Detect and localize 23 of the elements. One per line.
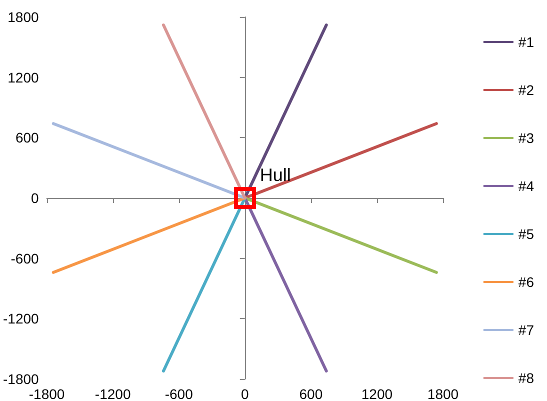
legend-label: #3 — [518, 130, 534, 146]
y-tick-label: 0 — [31, 190, 40, 206]
x-tick-label: -600 — [164, 386, 194, 401]
x-tick-label: 0 — [241, 386, 250, 401]
legend-label: #5 — [518, 226, 534, 242]
y-tick-label: 1200 — [8, 69, 40, 86]
legend-label: #7 — [518, 322, 534, 338]
y-tick-label: -600 — [10, 250, 40, 266]
y-tick-label: 600 — [15, 130, 40, 146]
legend-label: #1 — [518, 34, 534, 50]
x-tick-label: -1800 — [28, 386, 65, 401]
legend-label: #8 — [518, 370, 534, 386]
annotation: Hull — [260, 165, 291, 186]
x-tick-label: 600 — [299, 386, 323, 401]
legend-label: #6 — [518, 274, 534, 290]
legend-label: #2 — [518, 82, 534, 98]
x-tick-label: 1800 — [427, 386, 459, 401]
x-tick-label: -1200 — [94, 386, 131, 401]
y-tick-label: 1800 — [8, 9, 40, 25]
x-tick-label: 1200 — [361, 386, 393, 401]
y-tick-label: -1800 — [2, 371, 40, 387]
y-tick-label: -1200 — [2, 310, 40, 327]
legend-label: #4 — [518, 178, 534, 194]
